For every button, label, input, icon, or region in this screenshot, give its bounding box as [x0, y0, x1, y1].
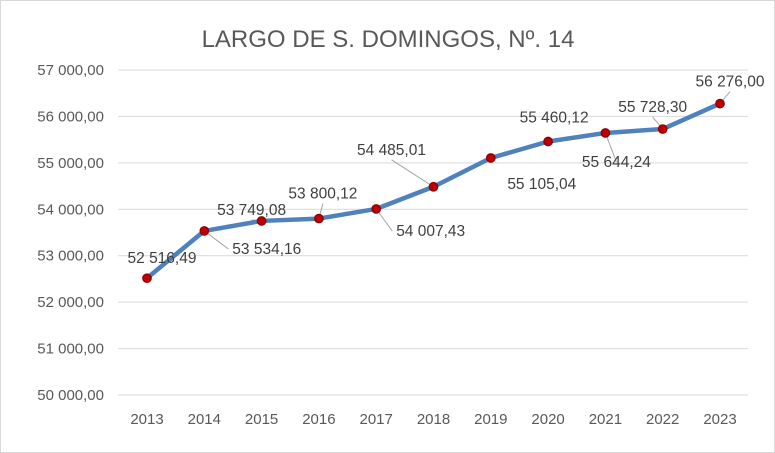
data-point [428, 181, 439, 192]
y-tick-label: 54 000,00 [37, 201, 104, 218]
y-tick-label: 55 000,00 [37, 155, 104, 172]
data-label: 55 460,12 [520, 109, 589, 126]
y-tick-label: 50 000,00 [37, 387, 104, 404]
gridlines [118, 69, 748, 396]
x-tick-label: 2013 [130, 411, 163, 428]
leader-line [604, 132, 617, 163]
data-point [199, 226, 210, 236]
x-tick-label: 2016 [302, 411, 335, 428]
data-point [142, 273, 152, 284]
y-tick-label: 51 000,00 [37, 341, 104, 358]
data-point [485, 153, 496, 163]
x-tick-label: 2022 [646, 411, 679, 428]
data-label: 54 485,01 [357, 142, 426, 159]
y-tick-label: 56 000,00 [37, 108, 104, 125]
data-label: 55 644,24 [582, 154, 651, 171]
data-point [657, 124, 668, 134]
x-tick-label: 2021 [589, 411, 622, 428]
chart-title: LARGO DE S. DOMINGOS, Nº. 14 [202, 26, 575, 53]
x-tick-label: 2023 [703, 411, 736, 428]
x-tick-label: 2015 [245, 411, 278, 428]
data-point [543, 136, 553, 147]
y-axis: 50 000,00 51 000,00 52 000,00 53 000,00 54 0… [37, 62, 104, 404]
data-label: 52 516,49 [128, 250, 197, 267]
x-tick-label: 2018 [417, 411, 450, 428]
data-label: 53 749,08 [217, 202, 286, 219]
data-label: 55 105,04 [507, 176, 576, 193]
data-point [371, 204, 382, 214]
data-label: 54 007,43 [396, 223, 465, 240]
data-label: 55 728,30 [618, 99, 687, 116]
x-tick-label: 2014 [188, 411, 221, 428]
markers [142, 98, 725, 284]
data-label: 53 534,16 [232, 241, 301, 258]
data-point [715, 98, 725, 109]
x-tick-label: 2017 [360, 411, 393, 428]
leader-line [204, 230, 229, 250]
data-label: 53 800,12 [288, 186, 357, 203]
data-point [600, 128, 611, 138]
x-axis: 2013 2014 2015 2016 2017 2018 2019 2020 2021 2022… [130, 411, 736, 428]
x-tick-label: 2019 [474, 411, 507, 428]
y-tick-label: 52 000,00 [37, 294, 104, 311]
x-tick-label: 2020 [531, 411, 564, 428]
data-label: 56 276,00 [696, 74, 765, 91]
y-tick-label: 57 000,00 [37, 62, 104, 79]
data-point [256, 216, 267, 226]
data-point [314, 213, 324, 224]
y-tick-label: 53 000,00 [37, 248, 104, 265]
leader-line [391, 159, 434, 188]
